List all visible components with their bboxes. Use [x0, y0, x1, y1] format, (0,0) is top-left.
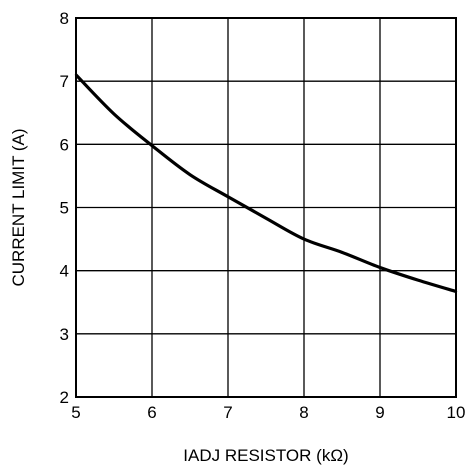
- data-point: [112, 112, 116, 116]
- y-tick-label: 7: [60, 72, 69, 91]
- y-tick-label: 3: [60, 325, 69, 344]
- y-tick-label: 4: [60, 262, 69, 281]
- x-tick-label: 5: [71, 403, 80, 422]
- y-tick-label: 6: [60, 135, 69, 154]
- data-point: [264, 217, 268, 220]
- y-axis-label: CURRENT LIMIT (A): [9, 128, 28, 286]
- x-tick-labels: 5 6 7 8 9 10: [71, 403, 465, 422]
- y-tick-label: 8: [60, 9, 69, 28]
- x-tick-label: 8: [299, 403, 308, 422]
- data-point: [340, 251, 344, 254]
- y-tick-label: 2: [60, 388, 69, 407]
- y-tick-labels: 2 3 4 5 6 7 8: [60, 9, 69, 407]
- data-point: [416, 278, 420, 282]
- data-point: [378, 266, 382, 269]
- data-point: [302, 237, 306, 241]
- y-tick-label: 5: [60, 199, 69, 218]
- series-line: [74, 73, 457, 294]
- data-point: [188, 173, 192, 176]
- plot-frame: [75, 17, 457, 398]
- x-tick-label: 7: [223, 403, 232, 422]
- data-point: [226, 195, 230, 198]
- x-tick-label: 9: [375, 403, 384, 422]
- x-tick-label: 10: [447, 403, 466, 422]
- x-axis-label: IADJ RESISTOR (kΩ): [183, 446, 348, 465]
- grid: [76, 18, 456, 397]
- data-point: [150, 144, 154, 147]
- series-layer: [74, 73, 458, 294]
- x-tick-label: 6: [147, 403, 156, 422]
